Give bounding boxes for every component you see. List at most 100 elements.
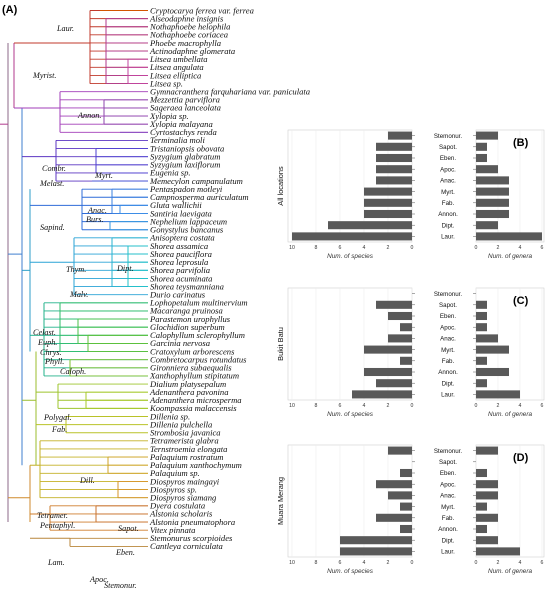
x-axis-label-species: Num. of species [327, 568, 374, 575]
phylogenetic-tree [0, 10, 148, 547]
species-label: Shorea acuminata [150, 273, 212, 283]
genera-bar [476, 524, 487, 534]
genera-bar [476, 176, 509, 185]
x-tick-label: 6 [339, 245, 342, 251]
category-label: Eben. [440, 155, 456, 162]
species-label: Litsea sp. [149, 78, 183, 88]
species-label: Anisoptera costata [149, 233, 215, 243]
clade-label: Thym. [66, 265, 86, 274]
species-label: Vitex pinnata [150, 525, 195, 535]
species-label: Cratoxylum arborescens [150, 346, 235, 356]
category-label: Sapot. [439, 144, 457, 151]
clade-label: Celast. [33, 328, 56, 337]
clade-label: Dipt. [116, 264, 134, 273]
clade-label: Pentaphyl. [39, 521, 75, 530]
species-label: Alstonia scholaris [149, 509, 213, 519]
genera-bar [476, 334, 498, 343]
clade-label: Sapot. [118, 524, 139, 533]
genera-bar [476, 345, 509, 354]
species-bar [400, 524, 412, 534]
species-label: Shorea teysmanniana [150, 281, 224, 291]
x-tick-label: 2 [497, 403, 500, 409]
category-label: Annon. [438, 369, 458, 376]
x-axis-label-genera: Num. of genera [488, 568, 532, 575]
category-label: Fab. [442, 358, 455, 365]
x-tick-label: 2 [387, 245, 390, 251]
category-label: Dipt. [442, 537, 455, 544]
species-label: Litsea angulata [149, 62, 204, 72]
panel-label: (D) [513, 452, 529, 464]
category-label: Eben. [440, 313, 456, 320]
genera-bar [476, 198, 509, 207]
category-label: Annon. [438, 211, 458, 218]
category-label: Apoc. [440, 324, 456, 331]
x-tick-label: 10 [289, 560, 295, 566]
species-bar [376, 379, 412, 388]
genera-bar [476, 367, 509, 377]
bar-chart-panel: Stemonur. Sapot. Eben. Apoc. Anac. Myrt. Fab. A… [276, 287, 545, 418]
x-tick-label: 4 [363, 403, 366, 409]
x-axis-label-genera: Num. of genera [488, 253, 532, 260]
species-label: Actinodaphne glomerata [149, 46, 235, 56]
category-label: Myrt. [441, 189, 455, 196]
x-tick-label: 6 [541, 245, 544, 251]
x-tick-label: 0 [475, 403, 478, 409]
clade-label: Anac. [87, 206, 107, 215]
species-label: Durio carinatus [149, 290, 206, 300]
species-label: Litsea umbellata [149, 54, 208, 64]
species-label: Syzygium glabratum [150, 151, 220, 161]
species-label: Diospyros maingayi [149, 476, 220, 486]
category-label: Myrt. [441, 504, 455, 511]
species-label: Santiria laevigata [150, 208, 212, 218]
species-label: Stemonurus scorpioides [150, 533, 233, 543]
clade-label: Myrt. [94, 171, 113, 180]
panel-label: (C) [513, 295, 529, 307]
species-label: Gluta wallichii [150, 200, 202, 210]
species-label-list: Cryptocarya ferrea var. ferreaAlseodaphn… [149, 5, 310, 551]
genera-bar [476, 311, 487, 321]
clade-label: Malv. [69, 290, 88, 299]
genera-bar [476, 480, 498, 489]
species-bar [340, 547, 412, 556]
species-label: Parastemon urophyllus [149, 314, 231, 324]
category-label: Apoc. [440, 166, 456, 173]
species-label: Diospyros siamang [149, 493, 217, 503]
panel-label: (B) [513, 137, 529, 149]
clade-label-list: Laur. Myrist. Annon. Combr. Myrt. Melast. Anac… [32, 24, 139, 590]
x-tick-label: 6 [541, 560, 544, 566]
species-label: Sageraea lanceolata [150, 103, 221, 113]
species-bar [388, 131, 412, 140]
species-bar [388, 491, 412, 500]
species-label: Alstonia pneumatophora [149, 517, 235, 527]
species-bar [388, 334, 412, 343]
x-tick-label: 4 [519, 245, 522, 251]
species-bar [376, 300, 412, 309]
species-bar [364, 187, 412, 196]
species-label: Gymnacranthera farquhariana var. panicul… [150, 87, 310, 97]
species-label: Litsea elliptica [149, 70, 201, 80]
species-bar [376, 176, 412, 185]
genera-bar [476, 165, 498, 174]
category-label: Sapot. [439, 459, 457, 466]
species-bar [364, 198, 412, 207]
x-tick-label: 0 [475, 245, 478, 251]
x-tick-label: 6 [339, 403, 342, 409]
genera-bar [476, 390, 520, 399]
species-bar [364, 209, 412, 219]
genera-plot-area [475, 287, 545, 401]
species-bar [364, 367, 412, 377]
x-tick-label: 0 [411, 245, 414, 251]
species-bar [352, 390, 412, 399]
category-label: Fab. [442, 200, 455, 207]
species-label: Gonystylus bancanus [150, 225, 224, 235]
species-bar [376, 513, 412, 522]
category-label: Anac. [440, 178, 456, 185]
category-label: Eben. [440, 470, 456, 477]
species-label: Xylopia malayana [149, 119, 213, 129]
category-label: Stemonur. [434, 448, 462, 455]
species-label: Memecylon campanulatum [149, 176, 243, 186]
category-label: Stemonur. [434, 133, 462, 140]
clade-label: Euph. [37, 338, 57, 347]
x-tick-label: 6 [339, 560, 342, 566]
